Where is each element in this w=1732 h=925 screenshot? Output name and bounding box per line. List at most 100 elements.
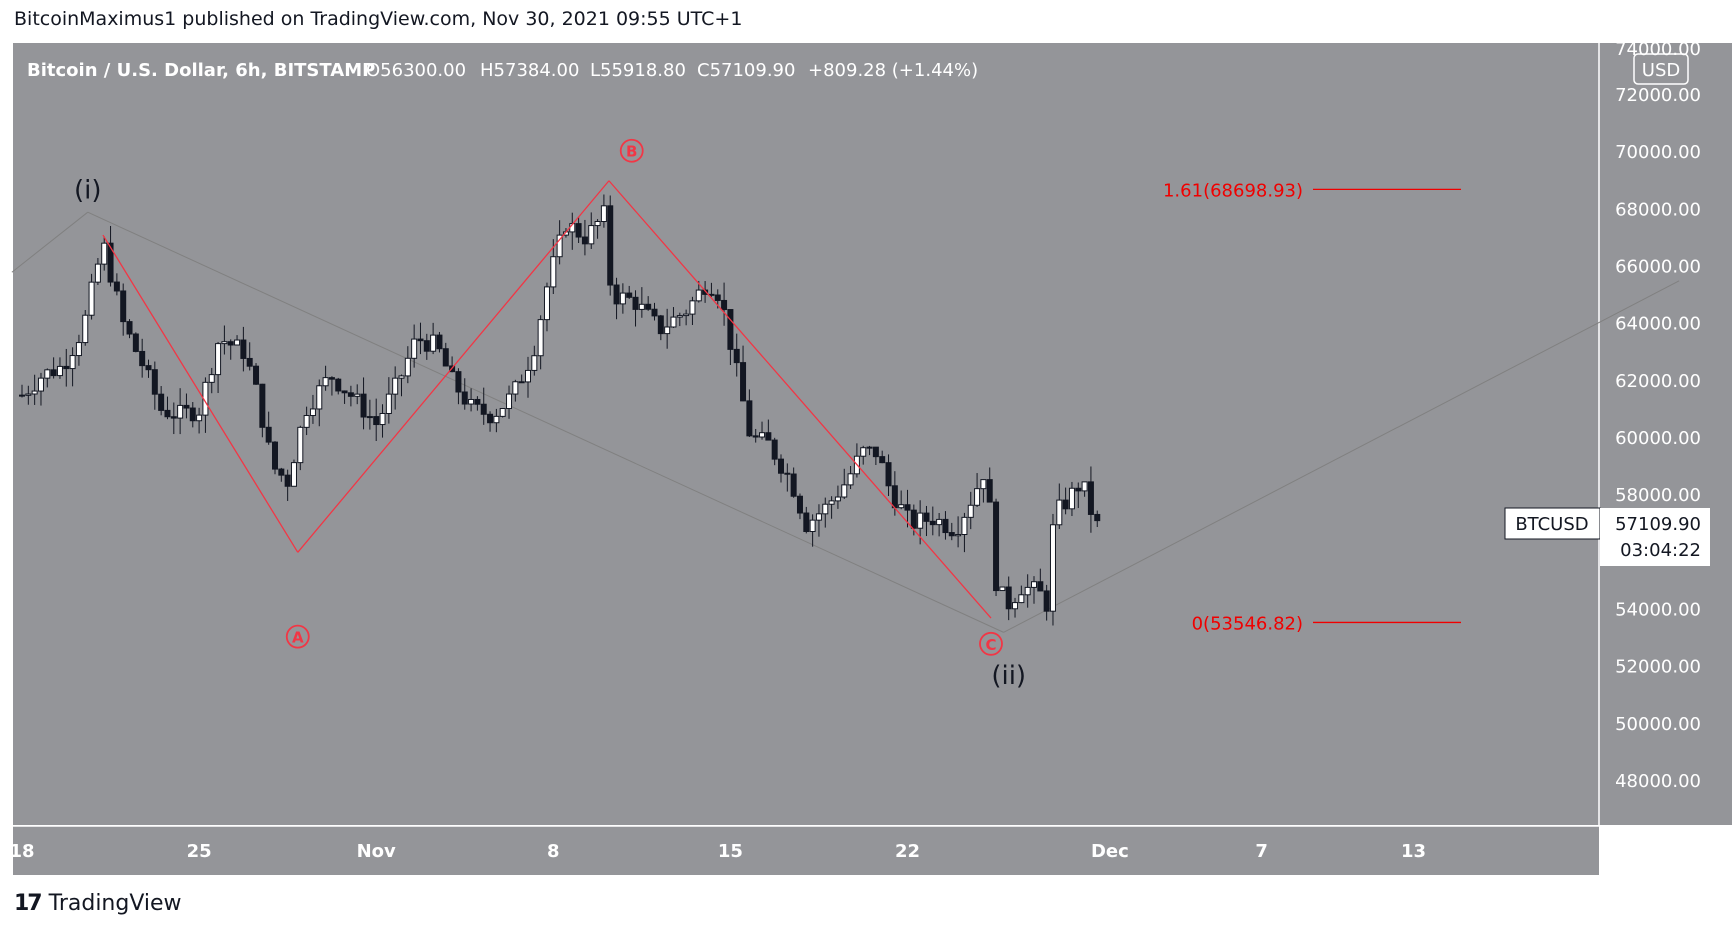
candle-down bbox=[487, 413, 494, 424]
wave-lines bbox=[102, 180, 992, 619]
candle-down bbox=[151, 369, 158, 395]
candle-up bbox=[815, 513, 822, 521]
candle-up bbox=[917, 512, 924, 529]
wave-label-circle bbox=[979, 631, 1003, 656]
candles bbox=[19, 194, 1101, 626]
candle-up bbox=[847, 473, 854, 486]
candle-down bbox=[272, 441, 278, 470]
candle-up bbox=[215, 343, 222, 376]
legend-high: H57384.00 bbox=[480, 60, 579, 81]
candle-up bbox=[550, 256, 557, 288]
candle-up bbox=[385, 393, 392, 414]
candle-up bbox=[961, 516, 968, 535]
wave-label: B bbox=[626, 143, 637, 161]
candle-down bbox=[183, 404, 190, 409]
candle-up bbox=[1068, 487, 1075, 510]
candle-up bbox=[689, 300, 696, 315]
candle-up bbox=[69, 355, 76, 370]
candle-up bbox=[828, 500, 835, 505]
candle-down bbox=[872, 446, 879, 458]
candle-up bbox=[898, 504, 905, 509]
candle-up bbox=[506, 393, 513, 410]
candle-down bbox=[657, 315, 664, 335]
plot-background bbox=[13, 43, 1599, 825]
candle-down bbox=[904, 504, 911, 511]
candle-down bbox=[948, 532, 955, 537]
candle-up bbox=[499, 408, 506, 417]
price-tick-label: 52000.00 bbox=[1615, 657, 1701, 678]
candle-down bbox=[721, 299, 728, 311]
candle-up bbox=[31, 390, 38, 395]
footer-brand[interactable]: 17 TradingView bbox=[14, 891, 182, 916]
candle-down bbox=[436, 334, 443, 350]
legend-close: C57109.90 bbox=[697, 60, 795, 81]
wave-line bbox=[608, 180, 992, 619]
candle-down bbox=[1062, 499, 1069, 510]
price-axis-area[interactable] bbox=[1599, 43, 1732, 825]
candle-down bbox=[227, 341, 234, 346]
candle-down bbox=[259, 383, 266, 428]
price-tick-label: 70000.00 bbox=[1615, 142, 1701, 163]
candle-up bbox=[841, 484, 848, 498]
candle-up bbox=[411, 338, 418, 359]
legend-change: +809.28 (+1.44%) bbox=[808, 60, 978, 81]
price-tick-label: 64000.00 bbox=[1615, 314, 1701, 335]
candle-down bbox=[373, 416, 380, 426]
wave-label: (ii) bbox=[991, 661, 1026, 691]
candle-up bbox=[88, 281, 95, 316]
time-tick-label: 13 bbox=[1401, 841, 1426, 862]
candle-up bbox=[676, 315, 683, 318]
candle-down bbox=[613, 284, 620, 305]
candle-up bbox=[297, 426, 304, 464]
candle-down bbox=[455, 371, 462, 393]
candle-up bbox=[430, 334, 437, 352]
candle-up bbox=[398, 375, 405, 379]
candle-down bbox=[778, 458, 784, 474]
currency-badge[interactable]: USD bbox=[1633, 53, 1689, 85]
wave-line bbox=[297, 180, 610, 553]
candle-up bbox=[999, 586, 1006, 592]
time-tick-label: Dec bbox=[1091, 841, 1129, 862]
candle-up bbox=[309, 408, 316, 417]
candle-down bbox=[240, 339, 247, 359]
trend-line bbox=[87, 211, 1004, 633]
candle-down bbox=[518, 381, 525, 384]
wave-line bbox=[102, 234, 299, 553]
candle-down bbox=[581, 236, 588, 245]
candle-down bbox=[790, 473, 797, 497]
candle-up bbox=[588, 225, 595, 245]
candle-down bbox=[714, 294, 721, 301]
candle-up bbox=[525, 369, 531, 383]
price-tick-label: 54000.00 bbox=[1615, 600, 1701, 621]
time-axis-area[interactable] bbox=[13, 826, 1599, 875]
wave-label: C bbox=[985, 636, 996, 654]
candle-down bbox=[765, 432, 772, 441]
candle-up bbox=[208, 374, 215, 383]
candle-up bbox=[316, 385, 323, 410]
footer-brand-label: TradingView bbox=[48, 891, 182, 916]
time-tick-label: 22 bbox=[895, 841, 920, 862]
candle-down bbox=[575, 223, 582, 238]
candle-down bbox=[120, 290, 127, 323]
candle-down bbox=[284, 474, 291, 487]
candle-up bbox=[392, 377, 399, 395]
candle-up bbox=[980, 479, 987, 490]
price-tag-symbol: BTCUSD bbox=[1515, 514, 1588, 535]
candle-up bbox=[556, 234, 563, 258]
candle-down bbox=[158, 393, 165, 411]
candle-up bbox=[683, 313, 690, 317]
candle-down bbox=[253, 365, 260, 385]
candle-up bbox=[56, 365, 63, 377]
candle-up bbox=[638, 303, 645, 310]
fib-levels: 1.61(68698.93) 0(53546.82) bbox=[1163, 180, 1461, 634]
wave-labels: (i) A B C (ii) bbox=[74, 138, 1026, 691]
candle-down bbox=[651, 308, 658, 317]
candle-down bbox=[942, 518, 949, 534]
candle-down bbox=[480, 403, 487, 415]
candle-down bbox=[474, 398, 481, 405]
candle-down bbox=[1005, 586, 1012, 610]
price-tag-price: 57109.90 bbox=[1615, 514, 1701, 535]
time-axis-labels: 18 25 Nov 8 15 22 Dec 7 13 bbox=[9, 841, 1426, 862]
candle-up bbox=[512, 381, 519, 395]
